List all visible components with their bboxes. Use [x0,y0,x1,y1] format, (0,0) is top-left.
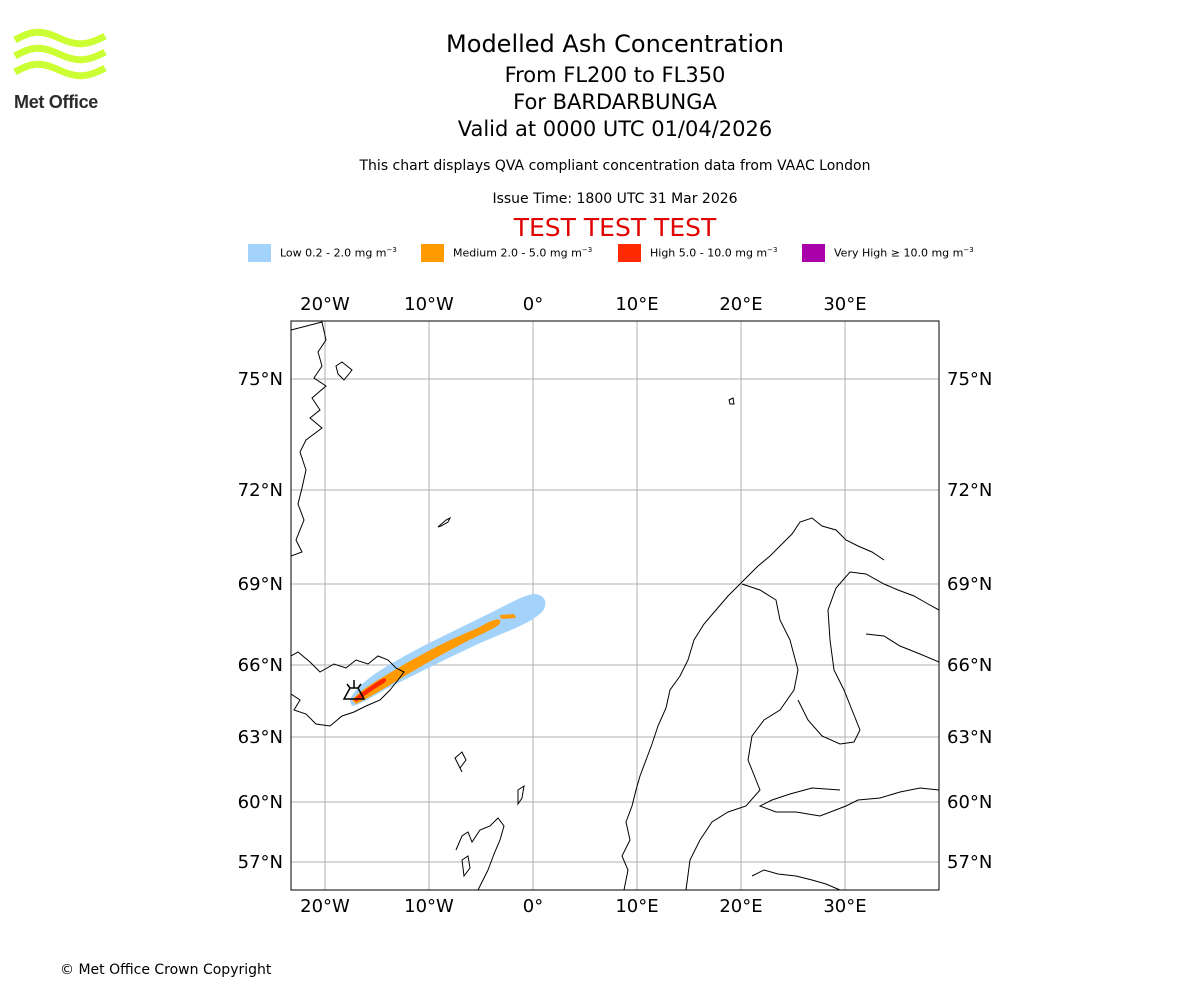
ash-medium-patch [500,614,516,619]
lon-label-top-0: 0° [523,294,543,315]
legend-swatch-medium [421,244,444,262]
lon-label-top-20e: 20°E [719,294,762,315]
coast-bear-island [728,397,735,405]
lat-label-left-57n: 57°N [238,852,283,873]
coastlines [291,321,939,890]
coast-kola [865,633,939,663]
chart-description: This chart displays QVA compliant concen… [359,158,871,174]
graticule [291,321,939,890]
legend-label-high: High 5.0 - 10.0 mg m−3 [650,246,778,260]
lon-label-top-30e: 30°E [823,294,866,315]
lon-label-bottom-20e: 20°E [719,896,762,917]
coast-greenland [291,321,327,557]
lon-label-bottom-10w: 10°W [404,896,454,917]
lon-label-top-10w: 10°W [404,294,454,315]
met-office-waves-icon [13,28,107,80]
legend-label-low: Low 0.2 - 2.0 mg m−3 [280,246,397,260]
lat-label-left-72n: 72°N [238,480,283,501]
volcano-name: For BARDARBUNGA [513,90,717,114]
lat-label-left-60n: 60°N [238,792,283,813]
lat-label-left-63n: 63°N [238,727,283,748]
coast-baltic [751,869,841,890]
coast-hebrides [461,855,471,878]
lat-label-right-63n: 63°N [947,727,992,748]
coast-jan-mayen [437,516,452,528]
legend-swatch-low [248,244,271,262]
copyright-notice: © Met Office Crown Copyright [60,962,272,978]
coast-finland-south [758,787,939,817]
coast-scotland [455,817,505,890]
test-banner: TEST TEST TEST [513,213,717,242]
legend-label-very-high: Very High ≥ 10.0 mg m−3 [834,246,974,260]
coast-faroes [454,751,467,773]
lon-label-bottom-20w: 20°W [300,896,350,917]
map-frame [290,320,940,891]
ash-medium-region [352,619,501,704]
coast-gulf-bothnia [797,571,939,745]
met-office-logo: Met Office [12,28,112,118]
legend-swatch-very-high [802,244,825,262]
chart-title: Modelled Ash Concentration [446,30,784,58]
lat-label-right-69n: 69°N [947,574,992,595]
logo-text: Met Office [14,92,99,112]
volcano-symbol [342,680,366,700]
lat-label-left-75n: 75°N [238,369,283,390]
coast-shetland [517,784,525,806]
flight-level-range: From FL200 to FL350 [504,63,726,87]
lat-label-right-72n: 72°N [947,480,992,501]
lon-label-top-20w: 20°W [300,294,350,315]
coast-greenland-island [335,361,353,381]
lat-label-right-60n: 60°N [947,792,992,813]
lon-label-bottom-30e: 30°E [823,896,866,917]
legend-swatch-high [618,244,641,262]
lon-label-bottom-10e: 10°E [615,896,658,917]
coast-sweden-finland [685,583,799,890]
lat-label-right-57n: 57°N [947,852,992,873]
ash-plume [350,594,546,706]
issue-time: Issue Time: 1800 UTC 31 Mar 2026 [492,191,738,207]
lat-label-right-75n: 75°N [947,369,992,390]
lat-label-left-66n: 66°N [238,655,283,676]
lat-label-left-69n: 69°N [238,574,283,595]
legend-label-medium: Medium 2.0 - 5.0 mg m−3 [453,246,593,260]
coast-iceland [291,651,405,727]
coast-norway [621,517,885,890]
lon-label-top-10e: 10°E [615,294,658,315]
lon-label-bottom-0: 0° [523,896,543,917]
valid-time: Valid at 0000 UTC 01/04/2026 [457,117,773,141]
lat-label-right-66n: 66°N [947,655,992,676]
